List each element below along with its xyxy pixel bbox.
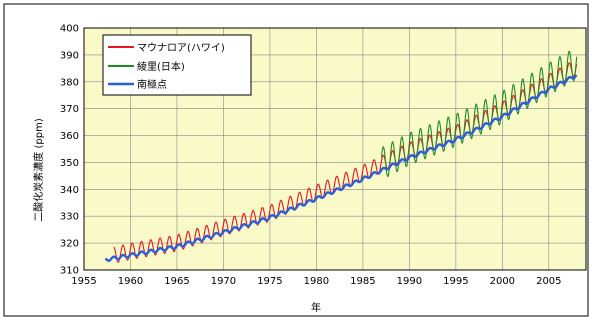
y-tick-label: 400 xyxy=(60,24,79,35)
x-tick-label: 1980 xyxy=(304,276,329,287)
plot-border xyxy=(83,27,587,271)
x-tick-label: 2005 xyxy=(536,276,561,287)
y-tick-label: 320 xyxy=(60,239,79,250)
y-tick-label: 350 xyxy=(60,158,79,169)
y-axis-title: 二酸化炭素濃度 (ppm) xyxy=(32,118,45,222)
x-tick-label: 1985 xyxy=(350,276,375,287)
y-tick-label: 340 xyxy=(60,185,79,196)
legend: マウナロア(ハワイ) 綾里(日本) 南極点 xyxy=(102,34,252,96)
x-tick-label: 1955 xyxy=(71,276,96,287)
x-tick-label: 1965 xyxy=(164,276,189,287)
y-tick-label: 390 xyxy=(60,50,79,61)
x-tick-label: 1975 xyxy=(257,276,282,287)
x-tick-label: 2000 xyxy=(490,276,515,287)
y-tick-label: 330 xyxy=(60,212,79,223)
series-lines xyxy=(104,50,578,263)
x-tick-label: 1960 xyxy=(118,276,143,287)
x-tick-label: 1990 xyxy=(397,276,422,287)
y-tick-label: 310 xyxy=(60,266,79,277)
y-tick-label: 380 xyxy=(60,77,79,88)
series-line-2 xyxy=(104,74,578,262)
legend-label-ryori: 綾里(日本) xyxy=(137,60,185,73)
x-tick-label: 1970 xyxy=(211,276,236,287)
legend-label-south-pole: 南極点 xyxy=(137,78,167,91)
y-tick-label: 370 xyxy=(60,104,79,115)
legend-label-mauna-loa: マウナロア(ハワイ) xyxy=(137,42,225,54)
y-tick-label: 360 xyxy=(60,131,79,142)
x-tick-label: 1995 xyxy=(443,276,468,287)
x-axis-title: 年 xyxy=(311,301,321,314)
y-axis-ticks: 310 320 330 340 350 360 370 380 390 400 xyxy=(60,24,79,277)
series-line-1 xyxy=(380,50,578,178)
x-axis-ticks: 1955 1960 1965 1970 1975 1980 1985 1990 1995 2000… xyxy=(71,276,561,287)
